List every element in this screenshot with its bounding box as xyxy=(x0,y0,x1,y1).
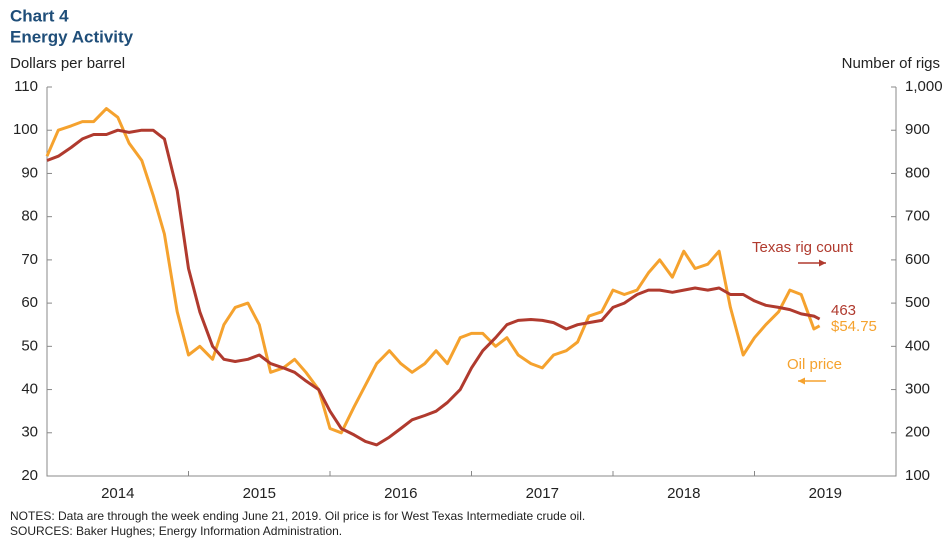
y2-tick-label: 700 xyxy=(905,208,930,225)
x-tick-label: 2016 xyxy=(384,485,417,502)
series-line xyxy=(45,107,821,435)
y-tick-label: 50 xyxy=(21,337,38,354)
y-tick-label: 110 xyxy=(14,78,38,95)
legend-label: Oil price xyxy=(787,356,842,373)
x-tick-label: 2017 xyxy=(526,485,559,502)
sources: SOURCES: Baker Hughes; Energy Informatio… xyxy=(10,524,342,538)
x-tick-label: 2019 xyxy=(809,485,842,502)
y2-tick-label: 200 xyxy=(905,424,930,441)
x-tick-label: 2018 xyxy=(667,485,700,502)
y2-tick-label: 1,000 xyxy=(905,78,943,95)
y-axis-title: Dollars per barrel xyxy=(10,55,125,72)
x-tick-label: 2015 xyxy=(243,485,276,502)
y-tick-label: 60 xyxy=(21,294,38,311)
y-tick-label: 20 xyxy=(21,467,38,484)
chart-title: Chart 4 xyxy=(10,6,69,25)
y-tick-label: 100 xyxy=(13,121,38,138)
y-tick-label: 90 xyxy=(21,164,38,181)
legend-arrowhead xyxy=(798,377,805,385)
end-label: 463 xyxy=(831,302,856,319)
legend-arrowhead xyxy=(819,259,826,267)
y2-tick-label: 400 xyxy=(905,337,930,354)
legend-label: Texas rig count xyxy=(752,239,854,256)
x-tick-label: 2014 xyxy=(101,485,134,502)
y2-tick-label: 500 xyxy=(905,294,930,311)
y-tick-label: 40 xyxy=(21,381,38,398)
y2-tick-label: 600 xyxy=(905,251,930,268)
chart-subtitle: Energy Activity xyxy=(10,27,134,46)
plot-frame xyxy=(46,87,897,477)
y-tick-label: 70 xyxy=(21,251,38,268)
y2-tick-label: 300 xyxy=(905,381,930,398)
y2-tick-label: 100 xyxy=(905,467,930,484)
series-line xyxy=(46,128,821,447)
y-tick-label: 80 xyxy=(21,208,38,225)
end-label: $54.75 xyxy=(831,318,877,335)
y2-axis-title: Number of rigs xyxy=(842,55,940,72)
y2-tick-label: 900 xyxy=(905,121,930,138)
y-tick-label: 30 xyxy=(21,424,38,441)
notes: NOTES: Data are through the week ending … xyxy=(10,509,585,523)
y2-tick-label: 800 xyxy=(905,164,930,181)
